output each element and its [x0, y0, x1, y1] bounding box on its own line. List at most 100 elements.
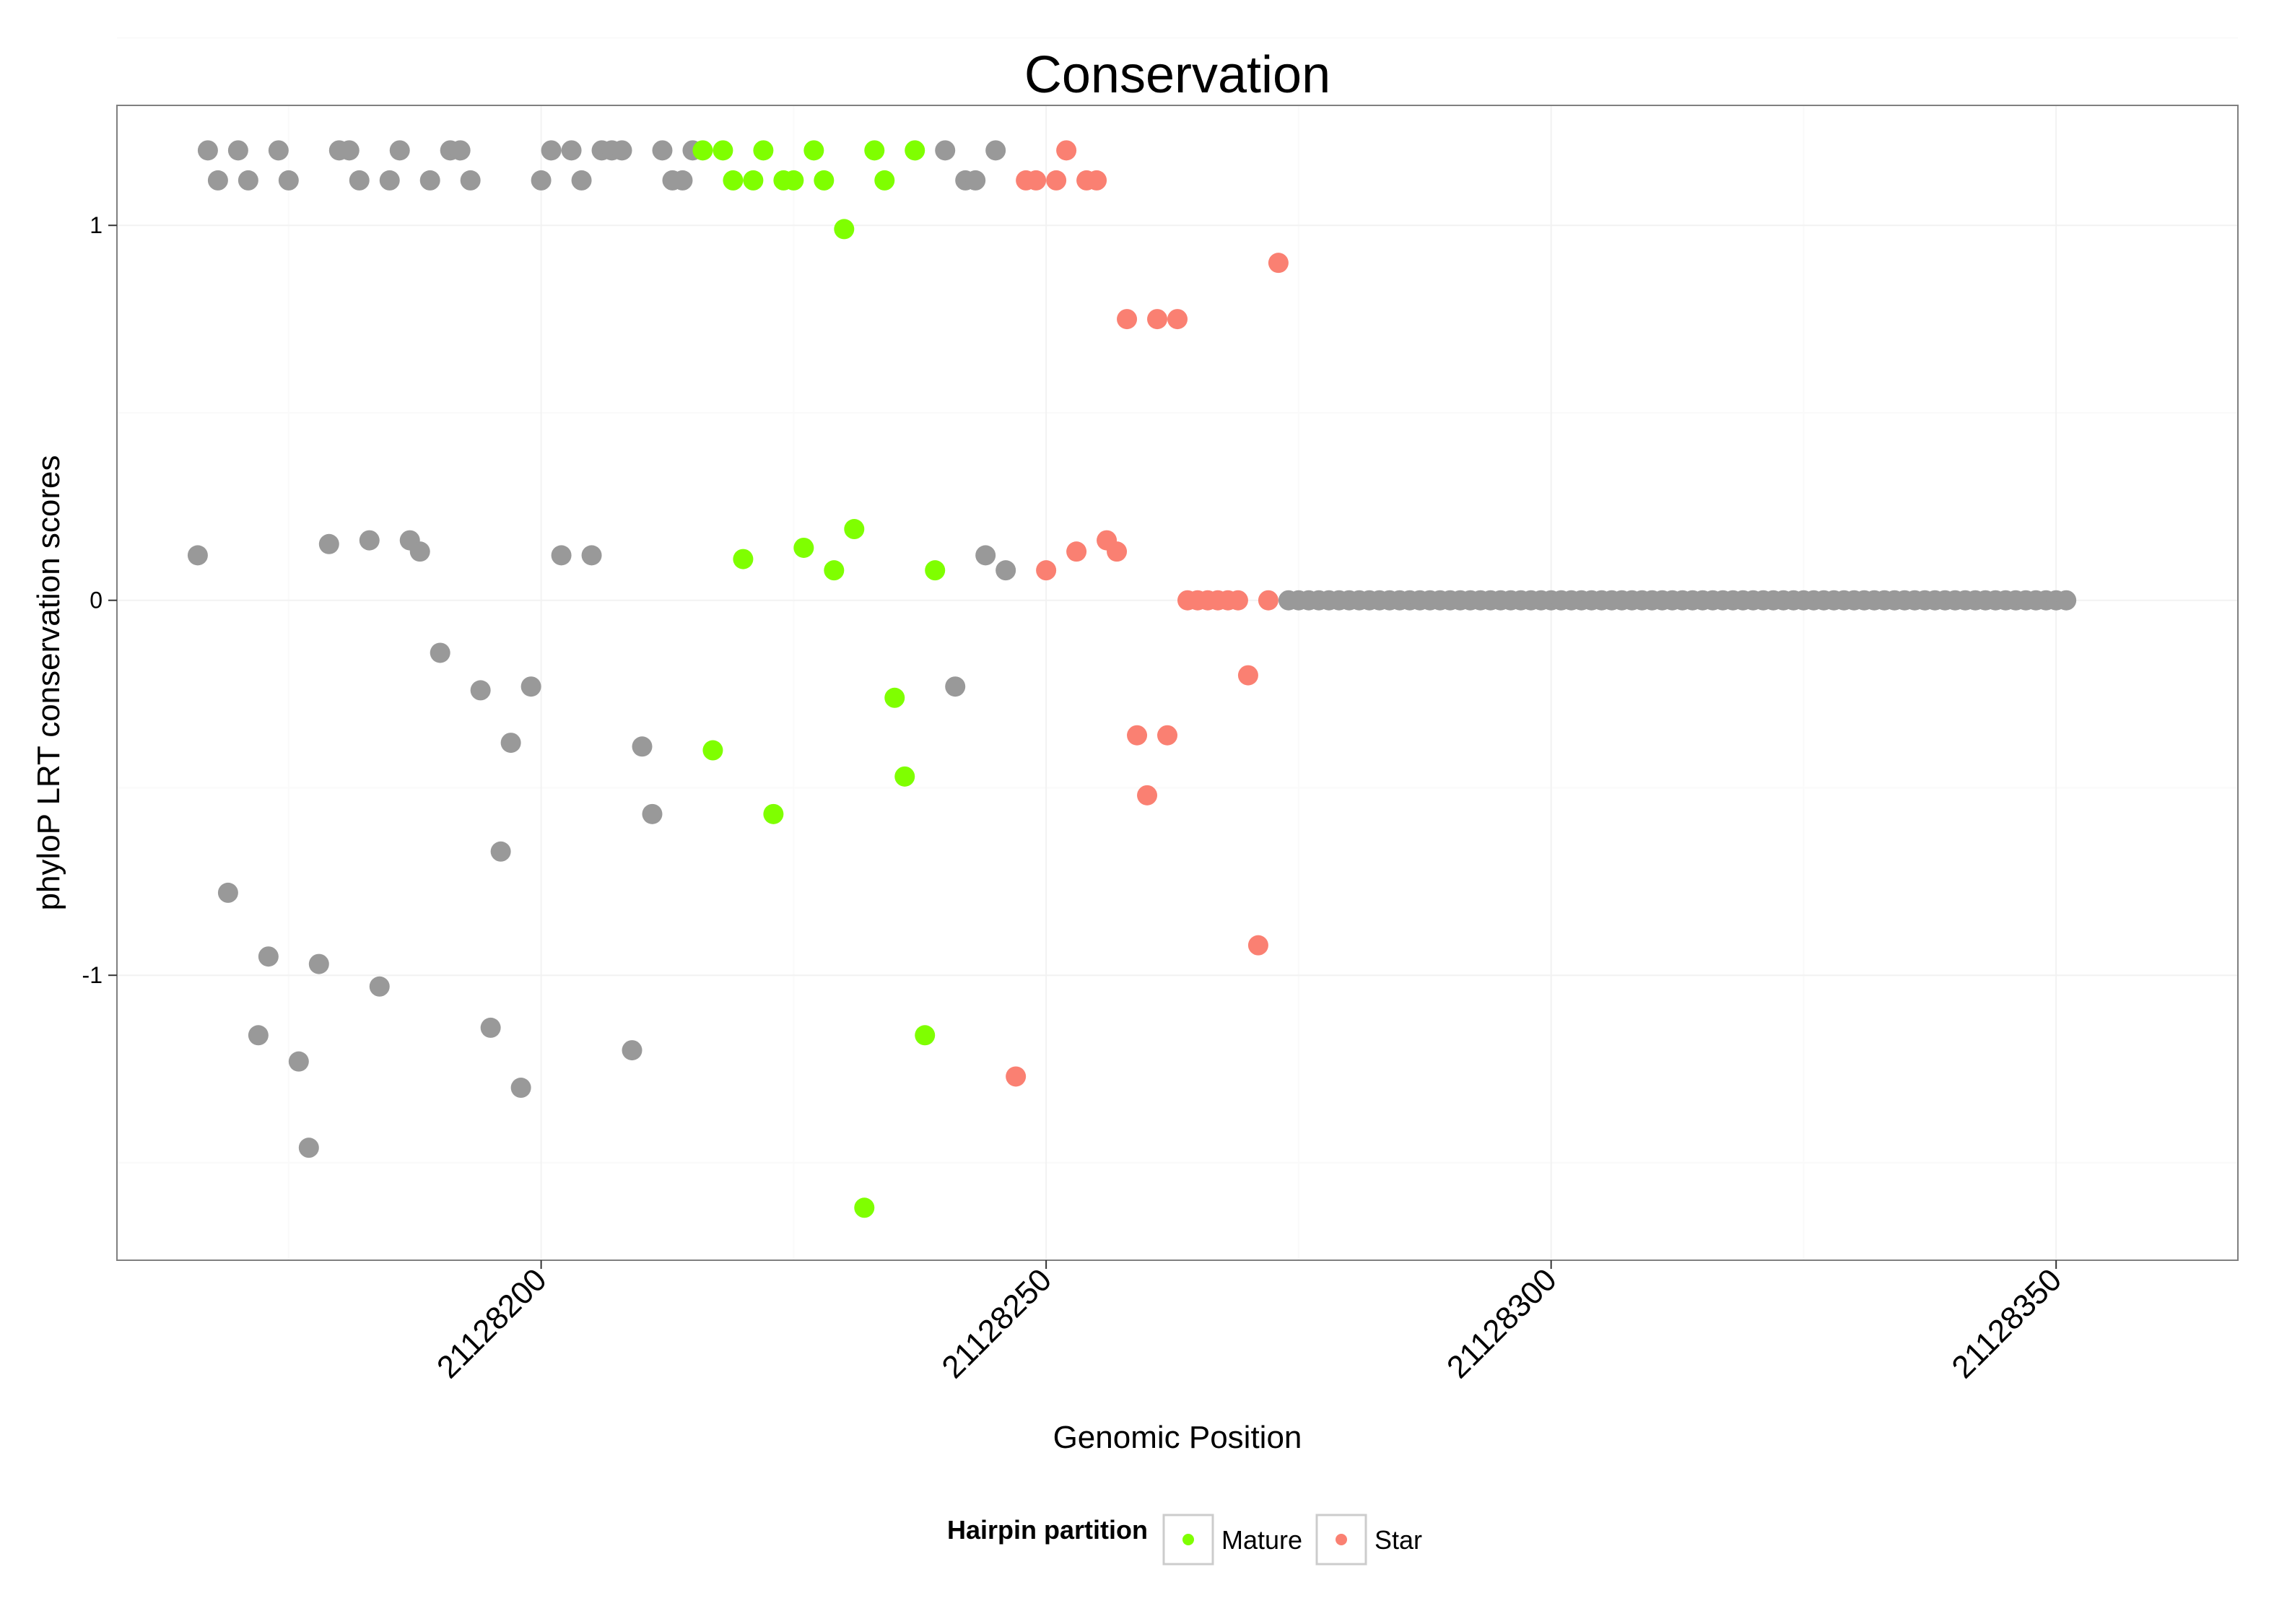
legend-dot-star	[1336, 1534, 1347, 1545]
point-none	[935, 140, 956, 161]
chart-title: Conservation	[1024, 46, 1330, 104]
point-mature	[864, 140, 885, 161]
point-mature	[844, 519, 865, 540]
point-star	[1247, 935, 1268, 956]
legend: Hairpin partition Mature Star	[947, 1514, 1422, 1566]
point-none	[258, 946, 279, 967]
point-mature	[814, 170, 835, 191]
point-none	[248, 1025, 269, 1046]
point-mature	[733, 549, 754, 569]
point-mature	[915, 1025, 936, 1046]
point-none	[2056, 590, 2077, 611]
point-mature	[925, 560, 946, 581]
point-star	[1227, 590, 1248, 611]
point-none	[278, 170, 299, 191]
legend-title: Hairpin partition	[947, 1515, 1148, 1545]
data-points	[187, 140, 2077, 1218]
point-star	[1258, 590, 1278, 611]
point-none	[561, 140, 582, 161]
point-star	[1026, 170, 1047, 191]
point-mature	[884, 687, 905, 708]
point-mature	[713, 140, 733, 161]
point-none	[308, 953, 329, 974]
point-star	[1268, 253, 1289, 274]
point-none	[531, 170, 552, 191]
point-star	[1066, 541, 1087, 562]
point-none	[207, 170, 228, 191]
y-tick-label: 0	[90, 588, 103, 614]
y-tick-label: 1	[90, 212, 103, 238]
point-mature	[894, 766, 915, 787]
point-none	[389, 140, 410, 161]
point-star	[1086, 170, 1107, 191]
legend-label-mature: Mature	[1221, 1525, 1302, 1555]
point-mature	[854, 1197, 875, 1218]
point-none	[510, 1078, 531, 1099]
point-none	[996, 560, 1016, 581]
point-none	[187, 545, 208, 566]
point-none	[632, 736, 653, 757]
point-star	[1157, 725, 1178, 746]
point-mature	[803, 140, 824, 161]
axis-ticks	[108, 224, 2057, 1269]
point-none	[500, 733, 521, 754]
point-none	[419, 170, 440, 191]
point-none	[490, 841, 511, 862]
point-mature	[874, 170, 895, 191]
point-star	[1006, 1066, 1027, 1087]
x-axis-title: Genomic Position	[1053, 1420, 1302, 1455]
y-tick-label: -1	[82, 962, 103, 988]
point-none	[288, 1051, 309, 1072]
point-mature	[783, 170, 804, 191]
point-star	[1117, 309, 1138, 330]
point-none	[945, 676, 966, 697]
point-none	[571, 170, 592, 191]
point-mature	[692, 140, 713, 161]
point-none	[197, 140, 218, 161]
point-none	[409, 541, 430, 562]
point-none	[622, 1040, 642, 1061]
point-none	[541, 140, 562, 161]
point-none	[985, 140, 1006, 161]
point-none	[450, 140, 471, 161]
point-none	[965, 170, 986, 191]
point-star	[1056, 140, 1077, 161]
point-mature	[834, 219, 855, 240]
point-star	[1137, 785, 1158, 806]
point-none	[298, 1138, 319, 1158]
point-mature	[824, 560, 845, 581]
point-none	[268, 140, 289, 161]
legend-label-star: Star	[1375, 1525, 1422, 1555]
point-star	[1036, 560, 1057, 581]
y-axis-title: phyloP LRT conservation scores	[31, 455, 66, 910]
point-none	[238, 170, 258, 191]
point-none	[430, 642, 450, 663]
point-star	[1046, 170, 1067, 191]
point-none	[551, 545, 572, 566]
point-star	[1127, 725, 1148, 746]
point-star	[1167, 309, 1188, 330]
point-none	[379, 170, 400, 191]
point-none	[975, 545, 996, 566]
point-none	[581, 545, 602, 566]
point-none	[349, 170, 370, 191]
point-none	[480, 1017, 501, 1038]
point-mature	[793, 537, 814, 558]
point-star	[1147, 309, 1168, 330]
point-none	[318, 533, 339, 554]
point-none	[217, 882, 238, 903]
legend-dot-mature	[1182, 1534, 1194, 1545]
point-none	[470, 680, 491, 701]
point-star	[1107, 541, 1128, 562]
point-mature	[702, 740, 723, 761]
point-none	[672, 170, 693, 191]
point-none	[339, 140, 360, 161]
point-none	[652, 140, 673, 161]
point-none	[359, 530, 380, 551]
point-none	[460, 170, 481, 191]
point-none	[369, 976, 390, 997]
point-mature	[743, 170, 764, 191]
point-none	[642, 803, 663, 824]
